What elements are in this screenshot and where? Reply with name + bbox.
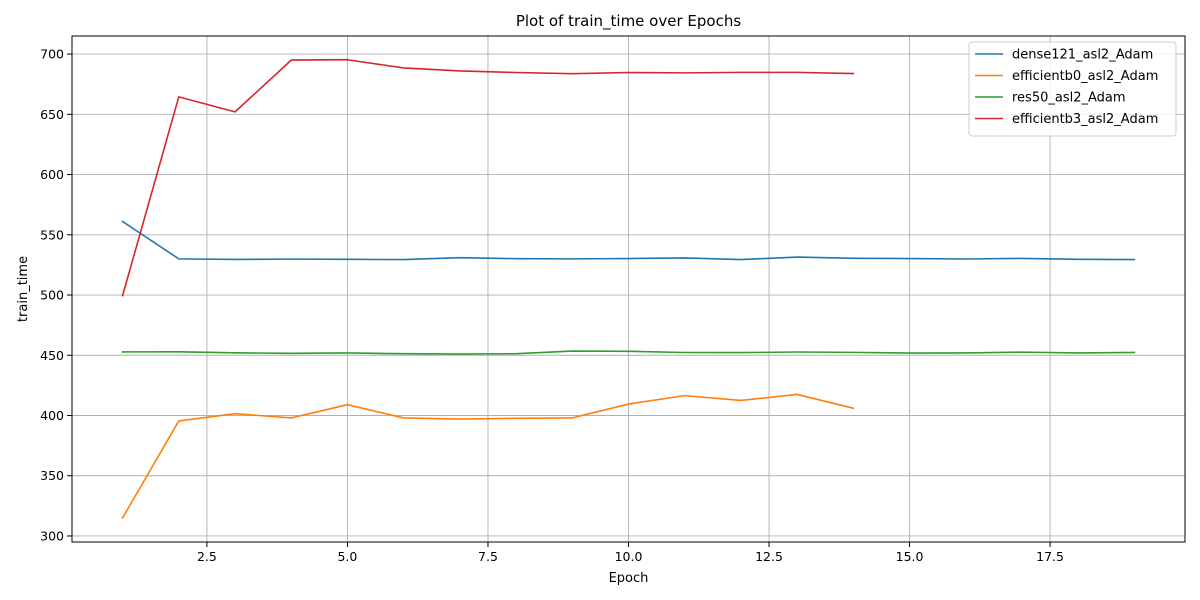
series-group bbox=[121, 58, 1136, 519]
y-tick-label: 550 bbox=[40, 227, 64, 242]
x-tick-label: 12.5 bbox=[755, 549, 783, 564]
x-tick-label: 5.0 bbox=[337, 549, 357, 564]
series-line-efficientb3_asl2_Adam bbox=[121, 58, 855, 297]
x-tick-label: 2.5 bbox=[197, 549, 217, 564]
grid bbox=[72, 36, 1185, 542]
y-tick-label: 300 bbox=[40, 528, 64, 543]
y-axis: 300 350 400 450 500 550 600 650 700 bbox=[40, 47, 72, 543]
x-tick-label: 10.0 bbox=[615, 549, 643, 564]
y-tick-label: 650 bbox=[40, 107, 64, 122]
x-tick-label: 7.5 bbox=[478, 549, 498, 564]
y-tick-label: 400 bbox=[40, 408, 64, 423]
y-axis-title: train_time bbox=[16, 256, 31, 322]
chart-title: Plot of train_time over Epochs bbox=[516, 12, 741, 31]
y-tick-label: 350 bbox=[40, 468, 64, 483]
y-tick-label: 700 bbox=[40, 47, 64, 62]
series-line-efficientb0_asl2_Adam bbox=[121, 393, 855, 519]
x-tick-label: 15.0 bbox=[896, 549, 924, 564]
legend-label: dense121_asl2_Adam bbox=[1012, 48, 1153, 63]
legend-label: efficientb3_asl2_Adam bbox=[1012, 112, 1158, 127]
series-line-dense121_asl2_Adam bbox=[121, 220, 1136, 261]
x-axis: 2.5 5.0 7.5 10.0 12.5 15.0 17.5 bbox=[197, 542, 1064, 564]
legend-label: res50_asl2_Adam bbox=[1012, 91, 1126, 106]
x-axis-title: Epoch bbox=[609, 571, 649, 586]
legend-label: efficientb0_asl2_Adam bbox=[1012, 69, 1158, 84]
series-line-res50_asl2_Adam bbox=[121, 350, 1136, 355]
y-tick-label: 450 bbox=[40, 348, 64, 363]
x-tick-label: 17.5 bbox=[1036, 549, 1064, 564]
y-tick-label: 500 bbox=[40, 288, 64, 303]
y-tick-label: 600 bbox=[40, 167, 64, 182]
legend-box bbox=[968, 41, 1177, 137]
legend: dense121_asl2_Adam efficientb0_asl2_Adamr… bbox=[968, 41, 1177, 137]
